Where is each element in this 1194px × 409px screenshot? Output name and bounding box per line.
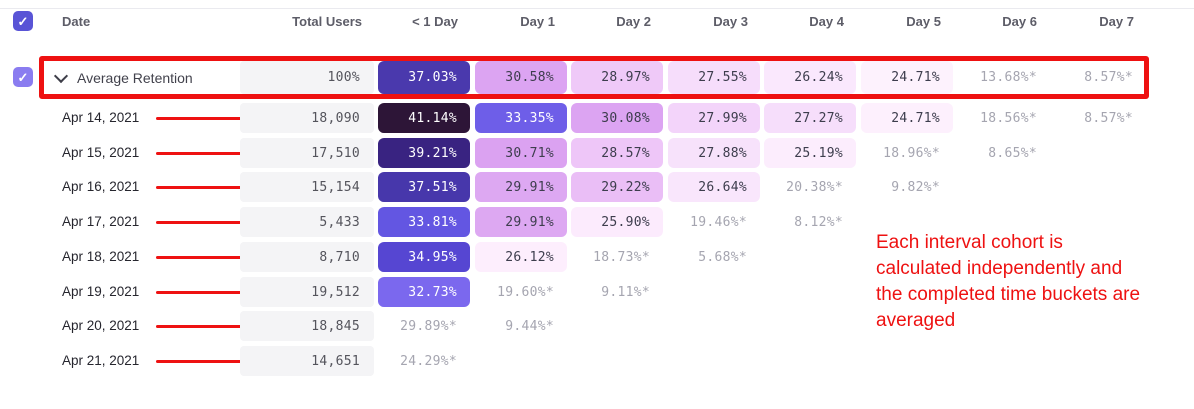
column-header-day-5: Day 5 <box>906 14 941 29</box>
retention-cell[interactable]: 24.71% <box>861 61 953 94</box>
checkmark-icon: ✓ <box>17 69 29 85</box>
annotation-arrow <box>156 291 257 294</box>
retention-cell[interactable]: 8.57%* <box>1084 110 1133 126</box>
retention-cell[interactable]: 32.73% <box>378 277 470 307</box>
retention-cell[interactable]: 30.71% <box>475 138 567 168</box>
retention-cell[interactable]: 30.58% <box>475 61 567 94</box>
cohort-date: Apr 20, 2021 <box>62 318 140 333</box>
retention-cell[interactable]: 25.19% <box>764 138 856 168</box>
annotation-line: Each interval cohort is <box>876 232 1063 253</box>
retention-cell[interactable]: 26.64% <box>668 172 760 202</box>
checkmark-icon: ✓ <box>17 13 29 29</box>
table-top-border <box>0 8 1194 9</box>
annotation-line: averaged <box>876 310 956 331</box>
cohort-total[interactable]: 18,845 <box>240 311 374 341</box>
column-header-lt-1-day: < 1 Day <box>412 14 458 29</box>
select-all-checkbox[interactable]: ✓ <box>13 11 33 31</box>
retention-cell[interactable]: 27.99% <box>668 103 760 133</box>
retention-cell[interactable]: 19.46%* <box>690 214 747 230</box>
retention-cell[interactable]: 20.38%* <box>786 179 843 195</box>
annotation-arrow <box>156 117 257 120</box>
retention-cell[interactable]: 24.29%* <box>400 353 457 369</box>
annotation-arrow <box>156 186 257 189</box>
column-header-day-2: Day 2 <box>616 14 651 29</box>
average-total[interactable]: 100% <box>240 61 374 94</box>
retention-cell[interactable]: 9.82%* <box>891 179 940 195</box>
cohort-total[interactable]: 14,651 <box>240 346 374 376</box>
retention-cell[interactable]: 37.03% <box>378 61 470 94</box>
retention-cell[interactable]: 24.71% <box>861 103 953 133</box>
cohort-date: Apr 19, 2021 <box>62 284 140 299</box>
annotation-arrow <box>156 325 257 328</box>
retention-cell[interactable]: 29.91% <box>475 207 567 237</box>
retention-cell[interactable]: 8.12%* <box>794 214 843 230</box>
column-header-day-7: Day 7 <box>1099 14 1134 29</box>
retention-cell[interactable]: 26.24% <box>764 61 856 94</box>
column-header-day-6: Day 6 <box>1002 14 1037 29</box>
retention-cell[interactable]: 9.11%* <box>601 284 650 300</box>
cohort-date: Apr 15, 2021 <box>62 145 140 160</box>
retention-cell[interactable]: 27.27% <box>764 103 856 133</box>
retention-cell[interactable]: 28.97% <box>571 61 663 94</box>
annotation-arrow <box>156 360 257 363</box>
annotation-line: calculated independently and <box>876 258 1123 279</box>
cohort-date: Apr 21, 2021 <box>62 353 140 368</box>
retention-cell[interactable]: 28.57% <box>571 138 663 168</box>
retention-cell[interactable]: 33.81% <box>378 207 470 237</box>
retention-cell[interactable]: 34.95% <box>378 242 470 272</box>
retention-cell[interactable]: 29.91% <box>475 172 567 202</box>
column-header-day-3: Day 3 <box>713 14 748 29</box>
retention-cell[interactable]: 9.44%* <box>505 318 554 334</box>
retention-cell[interactable]: 18.73%* <box>593 249 650 265</box>
retention-cell[interactable]: 41.14% <box>378 103 470 133</box>
average-row-checkbox[interactable]: ✓ <box>13 67 33 87</box>
retention-cell[interactable]: 29.89%* <box>400 318 457 334</box>
column-header-date: Date <box>62 14 91 29</box>
retention-cell[interactable]: 29.22% <box>571 172 663 202</box>
retention-cell[interactable]: 13.68%* <box>980 70 1037 85</box>
cohort-date: Apr 18, 2021 <box>62 249 140 264</box>
annotation-text: Each interval cohort is calculated indep… <box>876 230 1140 334</box>
retention-cell[interactable]: 18.96%* <box>883 145 940 161</box>
cohort-total[interactable]: 8,710 <box>240 242 374 272</box>
column-header-total-users: Total Users <box>292 14 362 29</box>
annotation-arrow <box>156 256 257 259</box>
retention-cell[interactable]: 33.35% <box>475 103 567 133</box>
retention-cell[interactable]: 30.08% <box>571 103 663 133</box>
cohort-total[interactable]: 19,512 <box>240 277 374 307</box>
retention-cell[interactable]: 8.57%* <box>1084 70 1133 85</box>
annotation-arrow <box>156 152 257 155</box>
annotation-line: the completed time buckets are <box>876 284 1141 305</box>
retention-cell[interactable]: 8.65%* <box>988 145 1037 161</box>
cohort-total[interactable]: 18,090 <box>240 103 374 133</box>
cohort-total[interactable]: 17,510 <box>240 138 374 168</box>
cohort-total[interactable]: 5,433 <box>240 207 374 237</box>
retention-cell[interactable]: 39.21% <box>378 138 470 168</box>
cohort-date: Apr 14, 2021 <box>62 110 140 125</box>
retention-cell[interactable]: 27.88% <box>668 138 760 168</box>
retention-cell[interactable]: 19.60%* <box>497 284 554 300</box>
retention-cell[interactable]: 5.68%* <box>698 249 747 265</box>
cohort-total[interactable]: 15,154 <box>240 172 374 202</box>
average-retention-label[interactable]: Average Retention <box>77 70 193 86</box>
retention-cell[interactable]: 27.55% <box>668 61 760 94</box>
column-header-day-4: Day 4 <box>809 14 844 29</box>
chevron-down-icon[interactable] <box>53 68 69 84</box>
retention-cell[interactable]: 37.51% <box>378 172 470 202</box>
column-header-day-1: Day 1 <box>520 14 555 29</box>
annotation-arrow <box>156 221 257 224</box>
retention-cell[interactable]: 26.12% <box>475 242 567 272</box>
cohort-date: Apr 17, 2021 <box>62 214 140 229</box>
retention-cell[interactable]: 25.90% <box>571 207 663 237</box>
cohort-date: Apr 16, 2021 <box>62 179 140 194</box>
retention-cell[interactable]: 18.56%* <box>980 110 1037 126</box>
